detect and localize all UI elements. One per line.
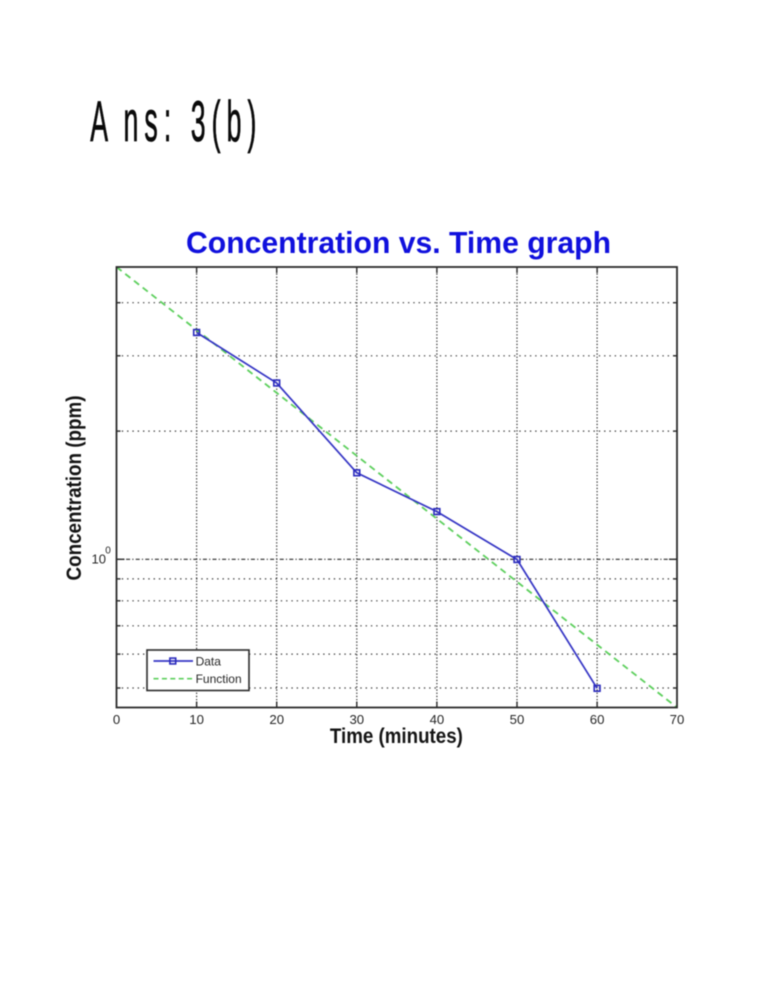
svg-text:Function: Function [196, 672, 242, 686]
svg-text:Time (minutes): Time (minutes) [330, 725, 463, 748]
svg-text:ns: 3(b): ns: 3(b) [124, 88, 263, 153]
svg-text:30: 30 [349, 712, 364, 727]
svg-text:Concentration vs. Time graph: Concentration vs. Time graph [186, 225, 611, 260]
svg-text:60: 60 [590, 712, 605, 727]
svg-text:70: 70 [670, 712, 685, 727]
svg-text:10: 10 [92, 551, 106, 566]
svg-text:20: 20 [269, 712, 284, 727]
svg-text:40: 40 [430, 712, 445, 727]
svg-text:A: A [90, 88, 109, 153]
svg-text:Data: Data [196, 655, 222, 669]
svg-text:0: 0 [113, 712, 120, 727]
svg-text:10: 10 [189, 712, 204, 727]
svg-text:Concentration (ppm): Concentration (ppm) [63, 396, 86, 581]
svg-text:50: 50 [510, 712, 525, 727]
svg-text:0: 0 [105, 546, 111, 557]
